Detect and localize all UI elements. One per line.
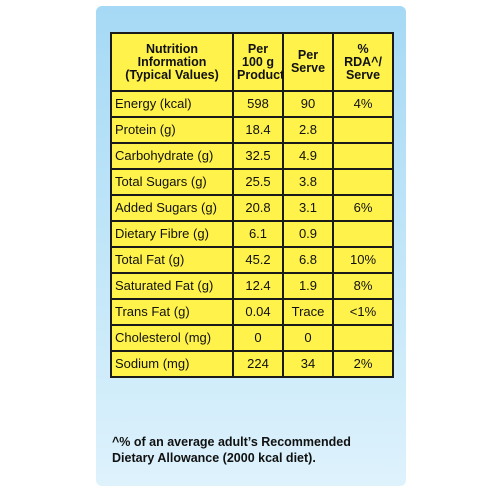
rda-value bbox=[332, 168, 394, 196]
table-row: Total Sugars (g) 25.5 3.8 bbox=[110, 168, 394, 196]
nutrition-table: Nutrition Information (Typical Values) P… bbox=[110, 32, 394, 378]
rda-value: 6% bbox=[332, 194, 394, 222]
per-100g-value: 12.4 bbox=[232, 272, 284, 300]
table-row: Total Fat (g) 45.2 6.8 10% bbox=[110, 246, 394, 274]
nutrient-label: Protein (g) bbox=[110, 116, 234, 144]
table-row: Dietary Fibre (g) 6.1 0.9 bbox=[110, 220, 394, 248]
nutrient-label: Added Sugars (g) bbox=[110, 194, 234, 222]
per-100g-value: 0 bbox=[232, 324, 284, 352]
per-100g-value: 20.8 bbox=[232, 194, 284, 222]
per-serve-value: 1.9 bbox=[282, 272, 334, 300]
nutrient-label: Cholesterol (mg) bbox=[110, 324, 234, 352]
nutrient-label: Carbohydrate (g) bbox=[110, 142, 234, 170]
nutrient-label: Total Sugars (g) bbox=[110, 168, 234, 196]
per-100g-value: 224 bbox=[232, 350, 284, 378]
per-100g-value: 25.5 bbox=[232, 168, 284, 196]
rda-value: <1% bbox=[332, 298, 394, 326]
per-100g-value: 32.5 bbox=[232, 142, 284, 170]
header-nutrition-information: Nutrition Information (Typical Values) bbox=[110, 32, 234, 92]
nutrient-label: Energy (kcal) bbox=[110, 90, 234, 118]
table-row: Sodium (mg) 224 34 2% bbox=[110, 350, 394, 378]
per-100g-value: 6.1 bbox=[232, 220, 284, 248]
rda-value: 10% bbox=[332, 246, 394, 274]
nutrient-label: Trans Fat (g) bbox=[110, 298, 234, 326]
rda-value bbox=[332, 116, 394, 144]
rda-value: 8% bbox=[332, 272, 394, 300]
rda-value bbox=[332, 324, 394, 352]
table-row: Trans Fat (g) 0.04 Trace <1% bbox=[110, 298, 394, 326]
nutrient-label: Dietary Fibre (g) bbox=[110, 220, 234, 248]
table-row: Added Sugars (g) 20.8 3.1 6% bbox=[110, 194, 394, 222]
per-serve-value: 2.8 bbox=[282, 116, 334, 144]
per-serve-value: 34 bbox=[282, 350, 334, 378]
rda-value bbox=[332, 142, 394, 170]
nutrient-label: Total Fat (g) bbox=[110, 246, 234, 274]
per-100g-value: 0.04 bbox=[232, 298, 284, 326]
table-row: Carbohydrate (g) 32.5 4.9 bbox=[110, 142, 394, 170]
per-serve-value: 3.1 bbox=[282, 194, 334, 222]
table-body: Energy (kcal) 598 90 4% Protein (g) 18.4 2.8 Ca… bbox=[110, 90, 394, 378]
header-per-serve: Per Serve bbox=[282, 32, 334, 92]
rda-value: 2% bbox=[332, 350, 394, 378]
per-serve-value: 0.9 bbox=[282, 220, 334, 248]
nutrient-label: Saturated Fat (g) bbox=[110, 272, 234, 300]
per-serve-value: 4.9 bbox=[282, 142, 334, 170]
per-100g-value: 45.2 bbox=[232, 246, 284, 274]
rda-value bbox=[332, 220, 394, 248]
rda-value: 4% bbox=[332, 90, 394, 118]
per-100g-value: 18.4 bbox=[232, 116, 284, 144]
header-per-100g: Per 100 g Product bbox=[232, 32, 284, 92]
table-row: Protein (g) 18.4 2.8 bbox=[110, 116, 394, 144]
table-row: Saturated Fat (g) 12.4 1.9 8% bbox=[110, 272, 394, 300]
per-serve-value: 90 bbox=[282, 90, 334, 118]
per-100g-value: 598 bbox=[232, 90, 284, 118]
per-serve-value: Trace bbox=[282, 298, 334, 326]
table-row: Energy (kcal) 598 90 4% bbox=[110, 90, 394, 118]
per-serve-value: 3.8 bbox=[282, 168, 334, 196]
table-header-row: Nutrition Information (Typical Values) P… bbox=[110, 32, 394, 92]
per-serve-value: 6.8 bbox=[282, 246, 334, 274]
header-rda-serve: % RDA^/ Serve bbox=[332, 32, 394, 92]
nutrient-label: Sodium (mg) bbox=[110, 350, 234, 378]
rda-footnote: ^% of an average adult’s Recommended Die… bbox=[112, 435, 351, 465]
nutrition-panel: Nutrition Information (Typical Values) P… bbox=[96, 6, 406, 486]
table-row: Cholesterol (mg) 0 0 bbox=[110, 324, 394, 352]
per-serve-value: 0 bbox=[282, 324, 334, 352]
